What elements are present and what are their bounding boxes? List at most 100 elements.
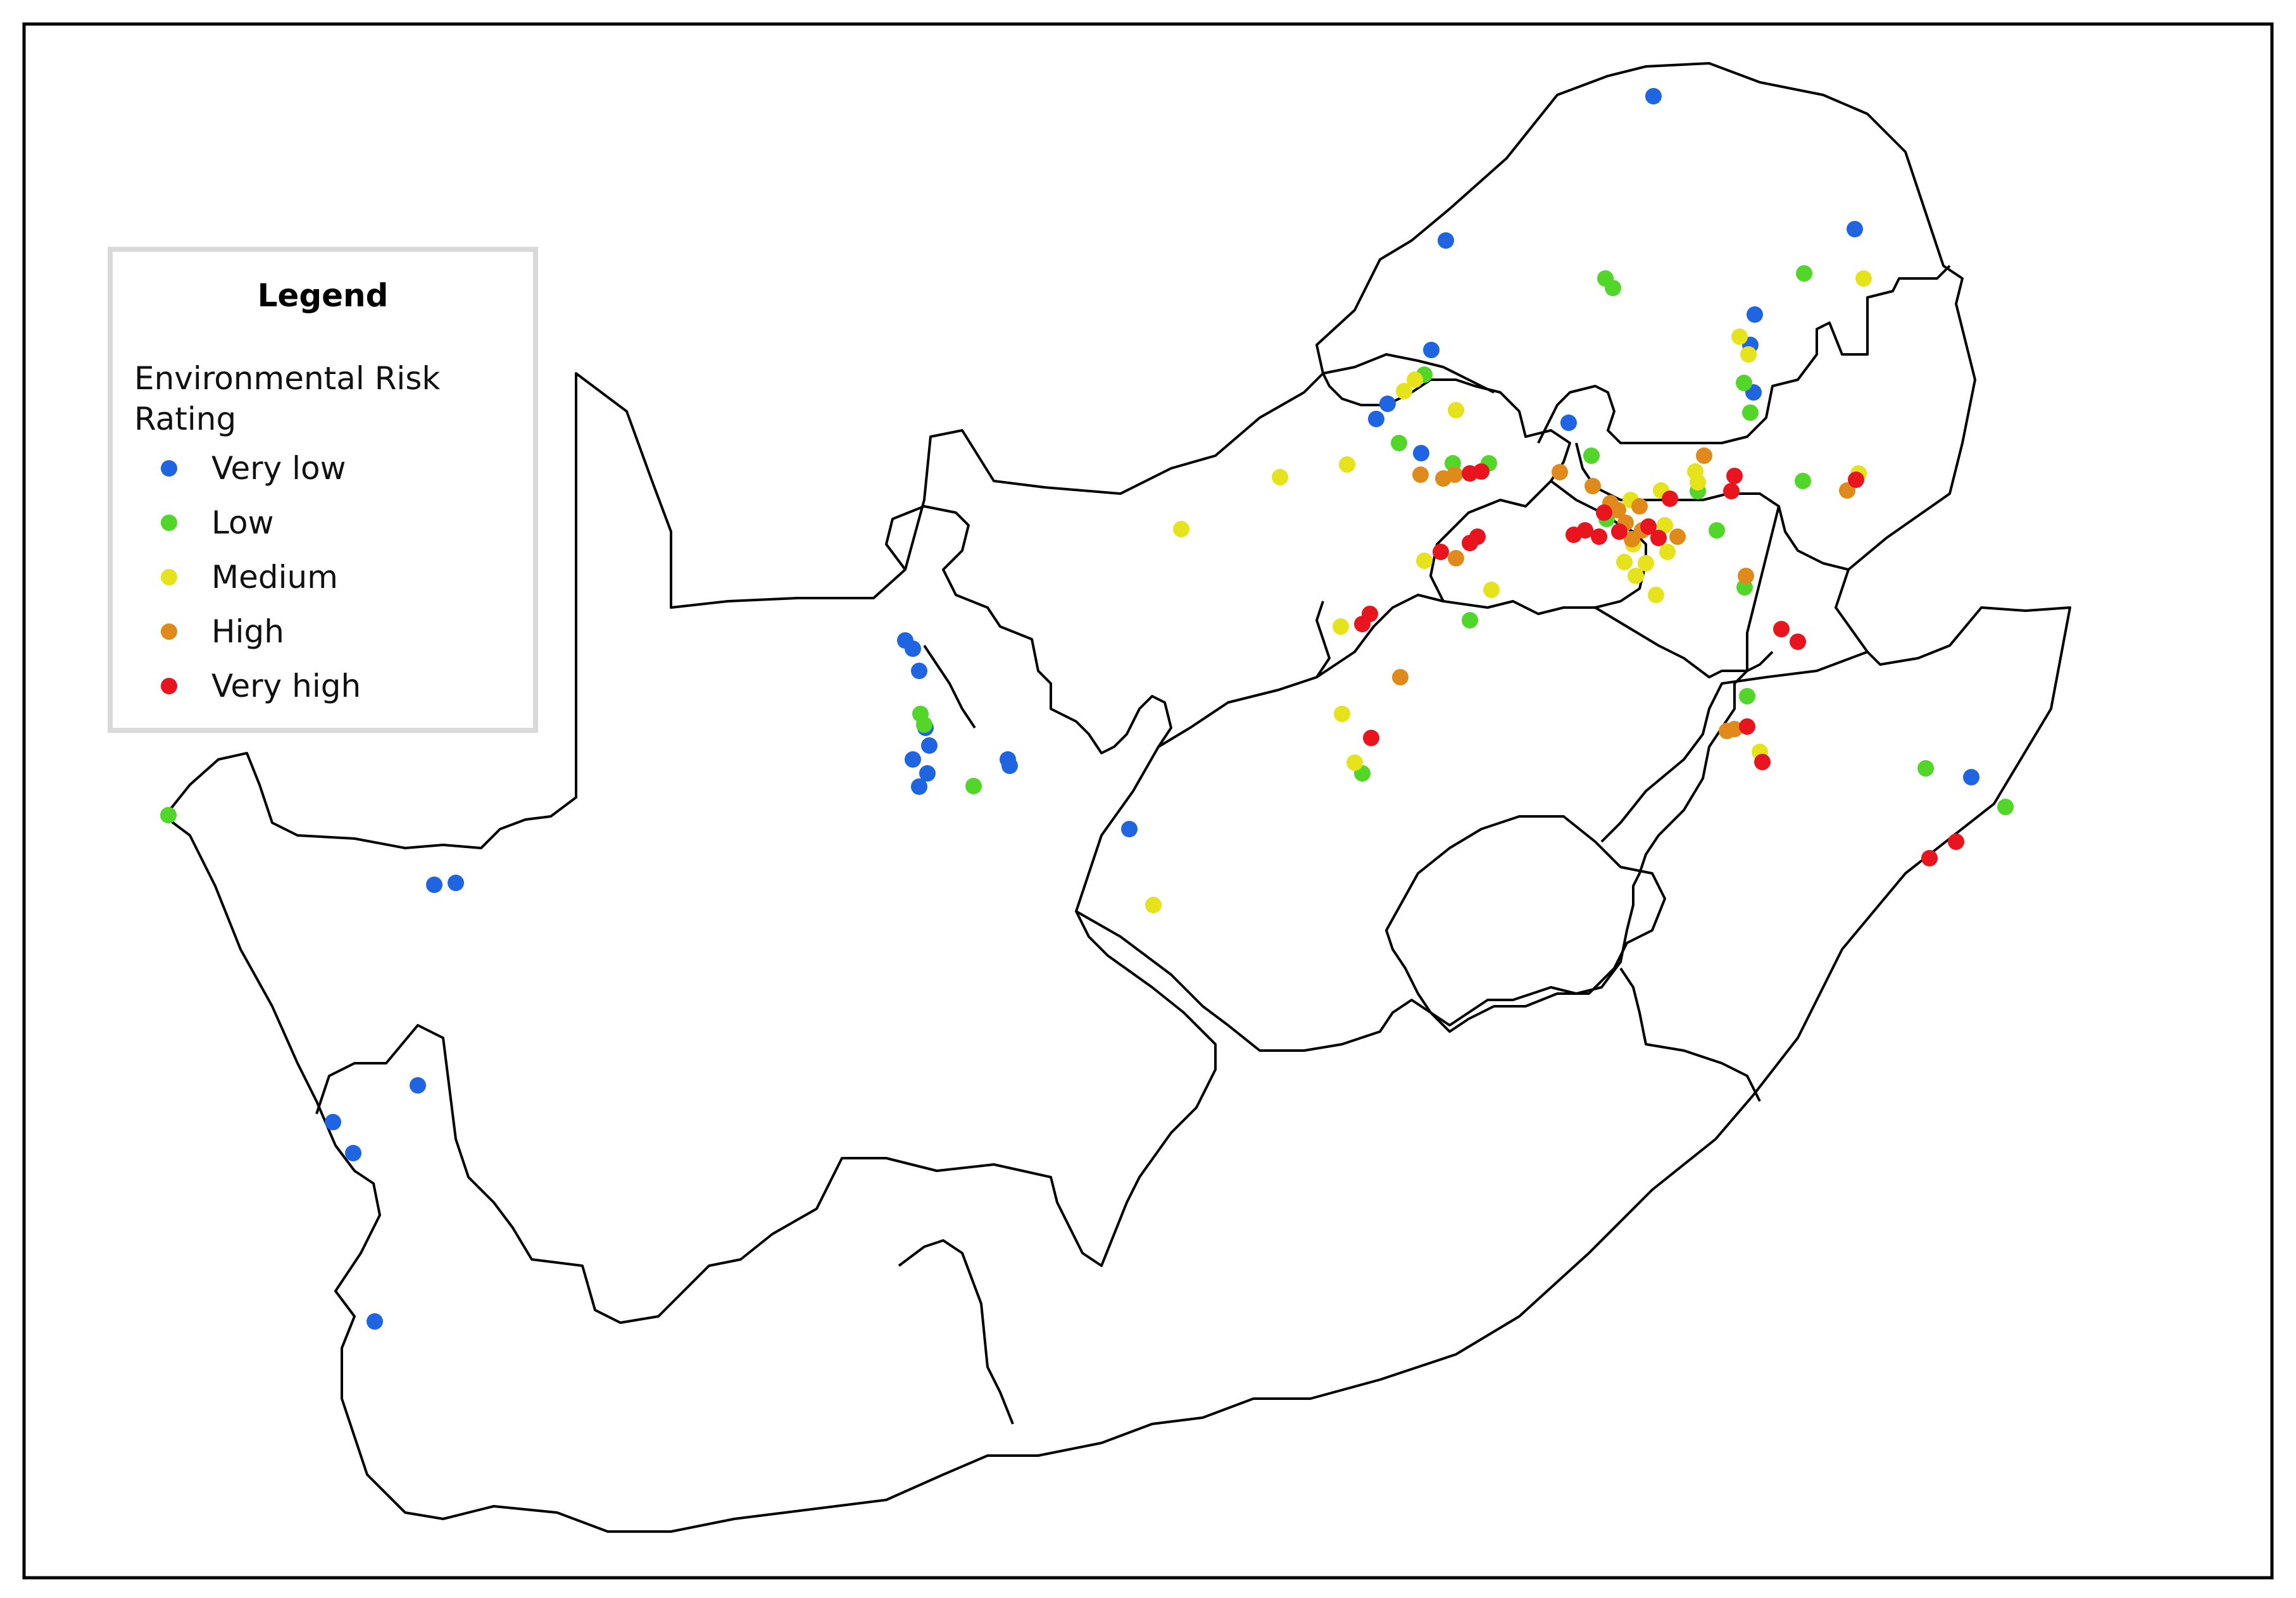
risk-point bbox=[1631, 498, 1648, 515]
risk-point bbox=[1795, 473, 1811, 489]
risk-point bbox=[410, 1077, 426, 1094]
risk-point bbox=[1448, 550, 1464, 566]
risk-point bbox=[905, 640, 921, 657]
risk-point bbox=[1462, 612, 1478, 628]
risk-point bbox=[1577, 522, 1593, 539]
risk-point bbox=[1645, 88, 1662, 104]
province-boundary bbox=[1076, 651, 1774, 1052]
risk-point bbox=[1638, 555, 1654, 571]
risk-point bbox=[1416, 552, 1433, 569]
risk-point bbox=[1339, 456, 1355, 473]
risk-point bbox=[1690, 474, 1706, 490]
province-boundary bbox=[885, 505, 1172, 754]
risk-point bbox=[1610, 502, 1626, 518]
province-boundary bbox=[1600, 651, 1868, 843]
risk-point bbox=[1145, 897, 1162, 913]
risk-point bbox=[1747, 306, 1763, 323]
gauteng-border bbox=[1537, 265, 1951, 444]
risk-point bbox=[1738, 568, 1754, 584]
risk-point bbox=[905, 751, 921, 768]
risk-point bbox=[1696, 447, 1712, 464]
risk-point bbox=[1583, 447, 1600, 464]
risk-point bbox=[367, 1313, 383, 1330]
risk-point bbox=[1709, 522, 1725, 539]
legend-label: Very high bbox=[211, 668, 361, 704]
legend-box: Legend Environmental Risk Rating Very lo… bbox=[108, 247, 538, 733]
risk-point bbox=[1616, 554, 1633, 570]
risk-point bbox=[1669, 528, 1686, 545]
risk-point bbox=[1591, 528, 1607, 545]
risk-point bbox=[1847, 221, 1863, 237]
legend-swatch bbox=[161, 623, 177, 640]
risk-point bbox=[160, 807, 177, 823]
risk-point bbox=[1739, 718, 1755, 735]
legend-swatch bbox=[161, 515, 177, 531]
province-boundary bbox=[1322, 353, 1495, 394]
risk-point bbox=[1659, 544, 1676, 560]
risk-point bbox=[921, 737, 938, 754]
very-low-points bbox=[325, 88, 1979, 1330]
risk-point bbox=[1121, 821, 1138, 837]
risk-point bbox=[1379, 396, 1396, 412]
legend-item-very-high: Very high bbox=[161, 667, 361, 705]
risk-point bbox=[1560, 415, 1577, 431]
risk-point bbox=[1917, 760, 1934, 777]
risk-point bbox=[1391, 435, 1407, 451]
risk-point bbox=[1963, 769, 1979, 785]
risk-point bbox=[1413, 445, 1429, 461]
province-boundary bbox=[1315, 594, 1747, 678]
risk-point bbox=[1640, 518, 1657, 535]
risk-point bbox=[1739, 688, 1755, 704]
risk-point bbox=[325, 1114, 341, 1130]
legend-swatch bbox=[161, 460, 177, 477]
risk-point bbox=[1173, 521, 1189, 537]
risk-point bbox=[919, 765, 936, 782]
risk-point bbox=[1446, 466, 1463, 483]
province-boundary bbox=[1746, 506, 1780, 671]
risk-point bbox=[1596, 504, 1612, 521]
legend-item-very-low: Very low bbox=[161, 449, 346, 487]
legend-item-low: Low bbox=[161, 504, 273, 542]
legend-label: Very low bbox=[211, 450, 346, 487]
legend-title: Legend bbox=[257, 277, 389, 314]
risk-point bbox=[1368, 411, 1384, 427]
legend-swatch bbox=[161, 678, 177, 694]
risk-point bbox=[1407, 371, 1423, 388]
risk-point bbox=[911, 663, 927, 679]
province-boundary bbox=[1322, 373, 1571, 602]
legend-item-medium: Medium bbox=[161, 558, 338, 596]
risk-point bbox=[1662, 490, 1678, 507]
risk-point bbox=[1790, 634, 1806, 650]
risk-points bbox=[160, 88, 2014, 1330]
legend-label: Low bbox=[211, 504, 274, 541]
lesotho-border bbox=[1385, 815, 1666, 1033]
risk-point bbox=[1392, 669, 1408, 685]
risk-point bbox=[1723, 483, 1740, 499]
risk-point bbox=[1584, 478, 1601, 494]
risk-point bbox=[1650, 530, 1667, 546]
risk-point bbox=[1354, 616, 1371, 632]
risk-point bbox=[1731, 328, 1748, 345]
very-high-points bbox=[1354, 463, 1964, 866]
risk-point bbox=[1796, 265, 1812, 282]
risk-point bbox=[1334, 706, 1350, 722]
risk-point bbox=[1855, 270, 1872, 287]
risk-point bbox=[1740, 346, 1757, 363]
risk-point bbox=[1396, 383, 1412, 399]
low-points bbox=[160, 265, 2014, 823]
risk-point bbox=[1611, 523, 1628, 540]
legend-label: Medium bbox=[211, 559, 338, 596]
risk-point bbox=[1726, 721, 1743, 737]
risk-point bbox=[1848, 471, 1864, 488]
legend-subtitle: Environmental Risk Rating bbox=[134, 360, 441, 437]
risk-point bbox=[911, 778, 927, 795]
risk-point bbox=[1754, 754, 1771, 770]
risk-point bbox=[1736, 375, 1752, 391]
risk-point bbox=[1483, 582, 1500, 598]
legend-label: High bbox=[211, 613, 284, 650]
risk-point bbox=[1773, 621, 1790, 637]
legend-item-high: High bbox=[161, 613, 284, 651]
risk-point bbox=[448, 875, 464, 891]
province-boundary bbox=[163, 62, 2071, 1533]
